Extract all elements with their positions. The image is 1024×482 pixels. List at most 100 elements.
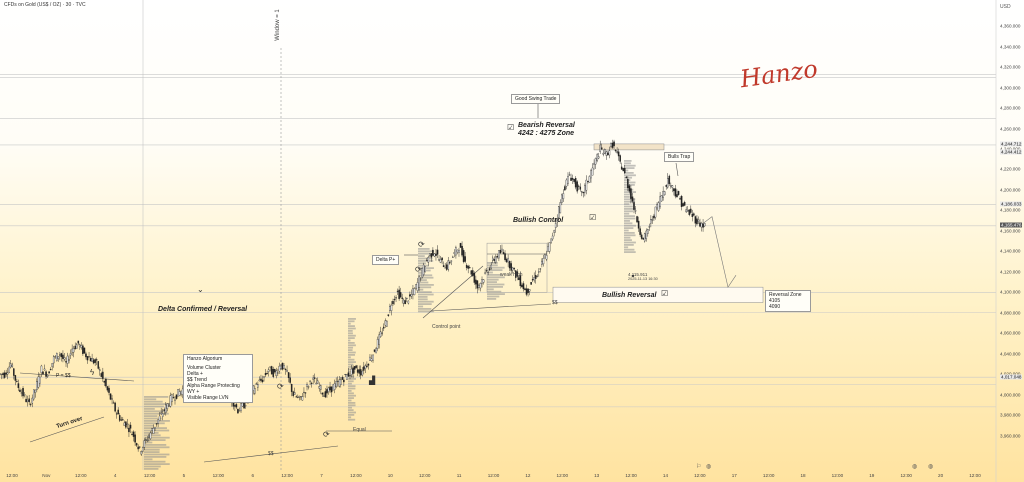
bullish-reversal-label[interactable]: Bullish Reversal bbox=[602, 292, 657, 299]
volume-profile-bar bbox=[348, 318, 356, 320]
candle-body bbox=[74, 345, 76, 350]
candle-body bbox=[266, 372, 268, 374]
volume-profile-bar bbox=[348, 409, 354, 411]
candle-body bbox=[488, 268, 491, 270]
volume-profile-bar bbox=[144, 439, 166, 441]
candle-body bbox=[52, 356, 55, 364]
candle-body bbox=[424, 266, 426, 273]
candle-body bbox=[677, 191, 680, 195]
bearish-zone-label[interactable]: 4242 : 4275 Zone bbox=[518, 130, 575, 137]
candle-body bbox=[496, 256, 499, 258]
volume-profile-bar bbox=[144, 424, 154, 427]
volume-profile-bar bbox=[624, 244, 634, 246]
bullish-control-label[interactable]: Bullish Control bbox=[513, 217, 564, 224]
control-point-label[interactable]: Control point bbox=[432, 324, 461, 330]
candle-body bbox=[605, 151, 608, 156]
candle-body bbox=[372, 354, 374, 361]
candle-body bbox=[94, 359, 96, 363]
candle-body bbox=[604, 149, 606, 154]
candle-body bbox=[381, 332, 384, 334]
symbol-title[interactable]: CFDs on Gold (US$ / OZ) · 30 · TVC bbox=[4, 2, 86, 8]
candle-body bbox=[88, 356, 90, 358]
volume-profile-bar bbox=[487, 283, 505, 286]
candle-body bbox=[310, 382, 313, 384]
x-tick-label: 13 bbox=[594, 473, 600, 478]
candle-body bbox=[37, 376, 40, 388]
candle-body bbox=[114, 402, 116, 412]
x-tick-label: 17 bbox=[731, 473, 737, 478]
volume-profile-bar bbox=[624, 229, 629, 232]
candle-body bbox=[177, 389, 179, 397]
volume-profile-bar bbox=[348, 375, 355, 378]
candle-body bbox=[83, 347, 86, 354]
ss-label-1[interactable]: $$ bbox=[552, 300, 558, 306]
globe-icon[interactable]: ◍ bbox=[706, 464, 712, 470]
candle-body bbox=[366, 365, 368, 368]
candle-body bbox=[501, 248, 503, 252]
candle-body bbox=[607, 152, 609, 156]
candle-body bbox=[270, 366, 273, 375]
volume-profile-bar bbox=[624, 210, 633, 213]
candle-body bbox=[518, 277, 520, 281]
candle-body bbox=[349, 375, 351, 377]
volume-profile-bar bbox=[348, 354, 356, 356]
candle-body bbox=[63, 357, 66, 360]
candle-body bbox=[456, 249, 459, 253]
globe-icon[interactable]: ◍ bbox=[928, 464, 934, 470]
candle-body bbox=[347, 372, 350, 377]
candle-body bbox=[2, 373, 4, 376]
candle-body bbox=[519, 275, 522, 287]
flag-icon[interactable]: ⚐ bbox=[696, 464, 702, 470]
candle-body bbox=[82, 345, 84, 354]
candle-body bbox=[56, 352, 58, 362]
candle-body bbox=[316, 380, 319, 384]
candle-body bbox=[673, 188, 675, 192]
candle-body bbox=[591, 167, 594, 176]
delta-p-label[interactable]: Delta P+ bbox=[372, 255, 400, 265]
volume-profile-bar bbox=[487, 274, 502, 276]
volume-profile-bar bbox=[348, 387, 356, 390]
globe-icon[interactable]: ◍ bbox=[912, 464, 918, 470]
candle-body bbox=[356, 369, 359, 373]
ss-label-2[interactable]: $$ bbox=[268, 451, 274, 457]
candle-body bbox=[112, 402, 115, 404]
x-tick-label: 12:00 bbox=[900, 473, 912, 478]
refresh-icon: ⟳ bbox=[415, 265, 422, 274]
candle-body bbox=[161, 413, 164, 417]
candle-body bbox=[272, 369, 275, 377]
weak-high-label[interactable]: weak high bbox=[500, 272, 523, 278]
x-tick-label: 12:00 bbox=[556, 473, 569, 478]
good-swing-trade-label[interactable]: Good Swing Trade bbox=[511, 94, 561, 104]
candle-body bbox=[393, 299, 396, 301]
volume-profile-bar bbox=[418, 257, 433, 260]
candle-body bbox=[504, 253, 506, 261]
bearish-reversal-label[interactable]: Bearish Reversal bbox=[518, 122, 575, 129]
candle-body bbox=[508, 261, 511, 269]
candle-body bbox=[422, 264, 425, 275]
candle-body bbox=[430, 253, 433, 258]
candle-body bbox=[564, 186, 566, 191]
candle-body bbox=[619, 155, 621, 162]
reversal-zone-box[interactable]: Reversal Zone 4105 4090 bbox=[765, 290, 811, 312]
volume-profile-bar bbox=[487, 295, 500, 298]
volume-profile-bar bbox=[348, 361, 356, 363]
bulls-trap-label[interactable]: Bulls Trap bbox=[664, 152, 695, 162]
volume-profile-bar bbox=[487, 281, 497, 283]
volume-profile-bar bbox=[418, 262, 427, 265]
candle-body bbox=[361, 370, 364, 376]
candle-body bbox=[172, 397, 175, 399]
reversal-zone-line: 4105 bbox=[769, 298, 781, 304]
candle-body bbox=[359, 369, 362, 376]
candle-body bbox=[301, 396, 304, 401]
candle-body bbox=[122, 419, 124, 421]
candle-body bbox=[515, 270, 517, 278]
candle-body bbox=[146, 439, 149, 442]
algorithm-box[interactable]: Hanzo Algorium Volume Cluster Delta + $$… bbox=[183, 354, 253, 403]
equal-label[interactable]: Equal bbox=[353, 427, 366, 433]
p-ss-label[interactable]: P = $$ bbox=[56, 373, 71, 379]
candle-body bbox=[421, 268, 423, 278]
candle-body bbox=[481, 279, 483, 284]
candle-body bbox=[498, 250, 500, 259]
delta-confirmed-label[interactable]: Delta Confirmed / Reversal bbox=[158, 306, 248, 313]
